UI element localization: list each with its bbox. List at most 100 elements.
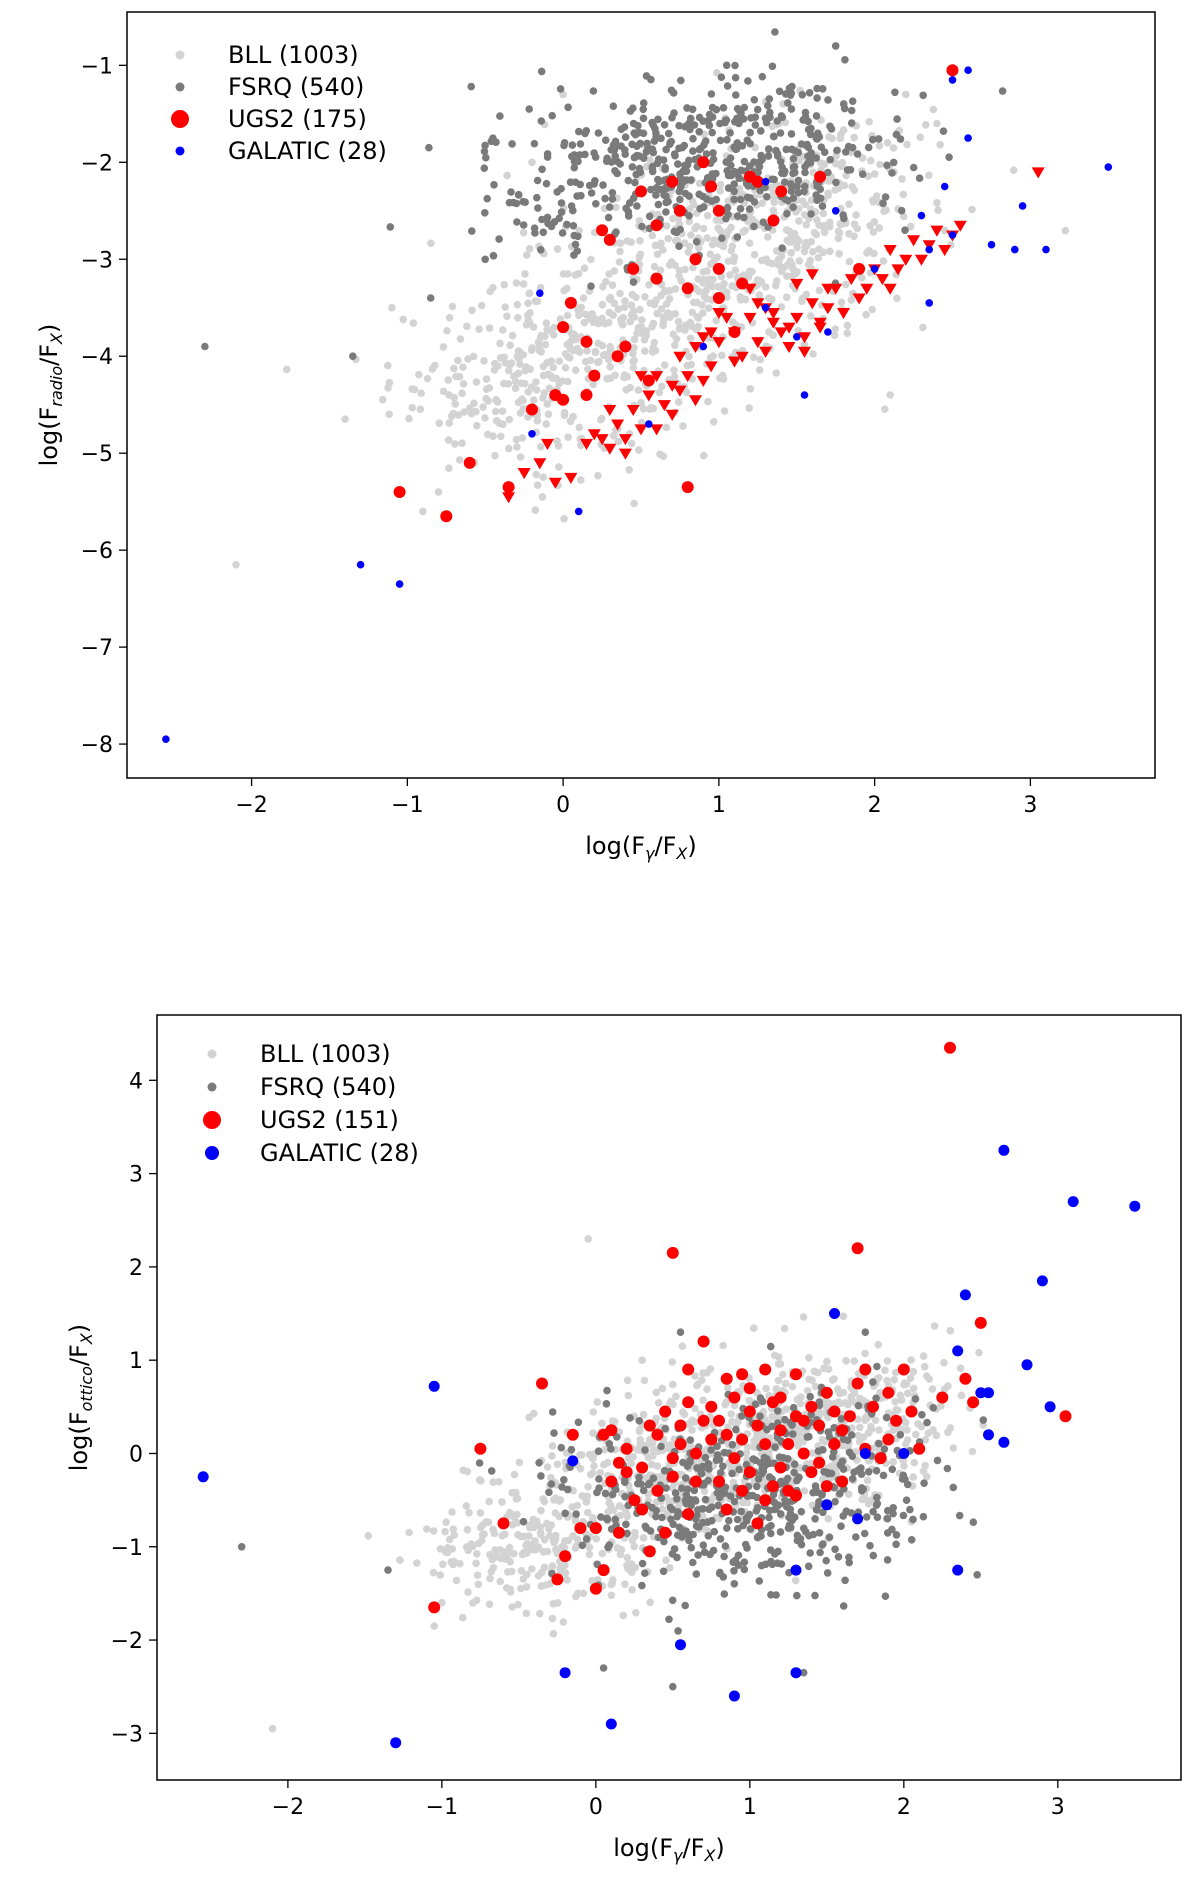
data-point bbox=[774, 1391, 787, 1404]
data-point bbox=[384, 361, 392, 370]
data-point bbox=[648, 145, 657, 153]
data-point bbox=[909, 1367, 918, 1376]
data-point bbox=[766, 1546, 775, 1554]
data-point bbox=[712, 216, 721, 224]
data-point bbox=[607, 1501, 615, 1510]
x-tick-label: 0 bbox=[589, 1795, 603, 1820]
data-point bbox=[543, 213, 552, 222]
data-point bbox=[604, 1543, 612, 1552]
data-point bbox=[571, 366, 580, 375]
data-point bbox=[635, 217, 644, 225]
data-point bbox=[683, 104, 691, 112]
y-tick-label: −3 bbox=[81, 248, 113, 273]
data-point bbox=[813, 94, 821, 102]
data-point bbox=[865, 246, 873, 255]
data-point bbox=[641, 1569, 649, 1577]
data-point bbox=[842, 280, 850, 289]
data-point bbox=[623, 237, 632, 245]
data-point bbox=[675, 187, 684, 196]
data-point bbox=[662, 145, 670, 154]
data-point bbox=[794, 1441, 802, 1450]
data-point bbox=[919, 1352, 928, 1360]
data-point bbox=[544, 219, 552, 228]
data-point bbox=[721, 1542, 730, 1550]
data-point bbox=[657, 134, 665, 143]
data-point bbox=[508, 1521, 517, 1529]
data-point bbox=[687, 1543, 696, 1552]
axis-label-part: ) bbox=[687, 832, 696, 860]
data-point bbox=[496, 339, 504, 348]
data-point bbox=[649, 1446, 658, 1454]
upper-limit-marker bbox=[766, 317, 780, 329]
data-point bbox=[912, 1430, 920, 1439]
data-point bbox=[547, 1480, 556, 1488]
data-point bbox=[536, 1377, 548, 1390]
data-point bbox=[690, 298, 698, 307]
data-point bbox=[800, 247, 809, 256]
data-point bbox=[843, 329, 852, 338]
data-point bbox=[854, 1401, 863, 1410]
data-point bbox=[699, 268, 708, 276]
data-point bbox=[541, 340, 550, 349]
data-point bbox=[611, 1515, 619, 1524]
data-point bbox=[826, 247, 834, 256]
plot-frame bbox=[126, 11, 1156, 779]
data-point bbox=[802, 221, 811, 229]
data-point bbox=[533, 416, 542, 425]
data-point bbox=[575, 348, 584, 356]
data-point bbox=[799, 116, 807, 124]
data-point bbox=[594, 129, 603, 137]
data-point bbox=[482, 153, 490, 162]
data-point bbox=[588, 369, 601, 382]
data-point bbox=[882, 1433, 895, 1446]
data-point bbox=[545, 1488, 553, 1497]
data-point bbox=[605, 1424, 618, 1437]
data-point bbox=[639, 105, 647, 114]
data-point bbox=[687, 360, 695, 369]
x-tick-label: −1 bbox=[391, 793, 423, 818]
data-point bbox=[750, 96, 759, 104]
data-point bbox=[505, 415, 514, 424]
data-point bbox=[794, 176, 803, 185]
data-point bbox=[613, 1526, 625, 1539]
data-point bbox=[717, 73, 726, 81]
data-point bbox=[925, 171, 933, 180]
data-point bbox=[605, 1475, 618, 1488]
upper-limit-marker bbox=[798, 332, 811, 344]
data-point bbox=[949, 1444, 958, 1452]
data-point bbox=[559, 1667, 571, 1679]
upper-limit-marker bbox=[502, 492, 516, 504]
data-point bbox=[998, 87, 1007, 95]
data-point bbox=[881, 1366, 889, 1375]
data-point bbox=[751, 1419, 764, 1432]
data-point bbox=[919, 91, 927, 100]
legend-marker bbox=[175, 50, 185, 60]
data-point bbox=[716, 136, 725, 145]
data-point bbox=[809, 1530, 818, 1539]
data-point bbox=[905, 1405, 918, 1418]
data-point bbox=[923, 1418, 931, 1427]
data-point bbox=[899, 212, 908, 221]
data-point bbox=[654, 200, 663, 209]
x-tick-label: 1 bbox=[712, 793, 726, 818]
data-point bbox=[727, 223, 735, 232]
data-point bbox=[841, 1576, 849, 1585]
data-point bbox=[477, 1536, 486, 1545]
data-point bbox=[764, 152, 773, 160]
data-point bbox=[823, 1357, 831, 1366]
data-point bbox=[442, 1548, 450, 1557]
data-point bbox=[837, 130, 845, 139]
data-point bbox=[666, 1470, 679, 1483]
data-point bbox=[543, 150, 552, 158]
data-point bbox=[618, 319, 626, 328]
data-point bbox=[486, 1574, 494, 1583]
data-point bbox=[743, 193, 752, 202]
legend-label: FSRQ (540) bbox=[228, 73, 364, 101]
data-point bbox=[756, 1394, 765, 1402]
data-point bbox=[668, 1358, 677, 1366]
data-point bbox=[790, 1564, 802, 1576]
data-point bbox=[621, 1580, 629, 1588]
upper-limit-marker bbox=[930, 225, 944, 237]
data-point bbox=[506, 1508, 514, 1517]
data-point bbox=[521, 270, 529, 278]
